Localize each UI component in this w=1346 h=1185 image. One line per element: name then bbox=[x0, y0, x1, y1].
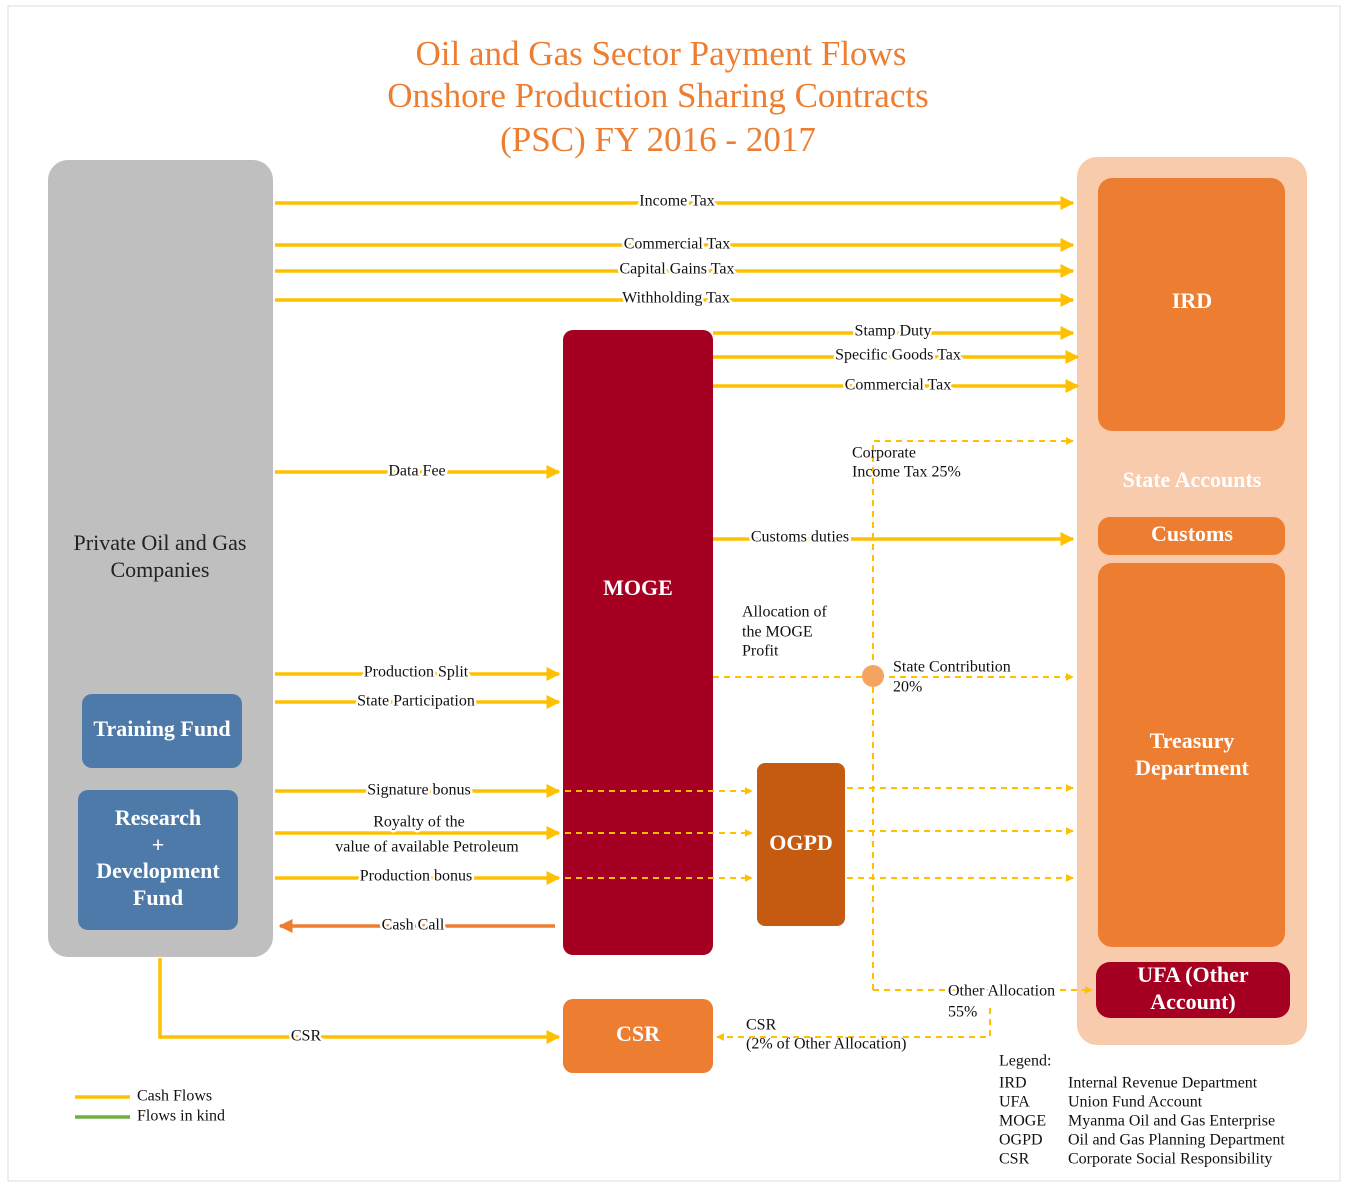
legend-label: Flows in kind bbox=[137, 1108, 225, 1125]
flow-label: Production bonus bbox=[360, 868, 472, 885]
node-label: IRD bbox=[1172, 288, 1212, 313]
flow-label: Royalty of the bbox=[373, 814, 465, 831]
flow-label: CSR bbox=[746, 1017, 777, 1034]
treasury-box bbox=[1098, 563, 1285, 947]
flow-label: Income Tax 25% bbox=[852, 464, 961, 481]
legend-term: Union Fund Account bbox=[1068, 1094, 1203, 1111]
legend-term: Internal Revenue Department bbox=[1068, 1075, 1258, 1092]
legend-term: OGPD bbox=[999, 1132, 1043, 1149]
flow-label: State Contribution bbox=[893, 659, 1011, 676]
csr-box bbox=[563, 999, 713, 1073]
legend-term: UFA bbox=[999, 1094, 1030, 1111]
flow-label: State Participation bbox=[357, 693, 475, 710]
legend-term: Oil and Gas Planning Department bbox=[1068, 1132, 1285, 1149]
moge-box bbox=[563, 330, 713, 955]
flow-line bbox=[158, 958, 561, 1044]
flow-label: Specific Goods Tax bbox=[835, 347, 961, 364]
node-label: Development bbox=[96, 858, 220, 883]
legend-terms: IRD Internal Revenue Department UFA Union F… bbox=[999, 1075, 1285, 1168]
legend-label: Cash Flows bbox=[137, 1088, 212, 1105]
flow-label: 20% bbox=[893, 679, 922, 696]
legend-term: MOGE bbox=[999, 1113, 1046, 1130]
flow-label: the MOGE bbox=[742, 624, 813, 641]
flow-label: Cash Call bbox=[382, 917, 445, 934]
flow-label: Signature bonus bbox=[367, 782, 471, 799]
title-line: Onshore Production Sharing Contracts bbox=[387, 76, 928, 115]
node-label: OGPD bbox=[769, 830, 833, 855]
legend-term: Corporate Social Responsibility bbox=[1068, 1151, 1272, 1168]
flow-label: CSR bbox=[291, 1028, 322, 1045]
legend-term: Myanma Oil and Gas Enterprise bbox=[1068, 1113, 1275, 1130]
ogpd-box bbox=[757, 763, 845, 926]
training-fund-box bbox=[82, 694, 242, 768]
node-label: Research bbox=[115, 805, 201, 830]
flow-label: Capital Gains Tax bbox=[619, 261, 734, 278]
split-node bbox=[862, 665, 884, 687]
flow-label: (2% of Other Allocation) bbox=[746, 1036, 906, 1053]
flow-label: Withholding Tax bbox=[622, 290, 730, 307]
node-label: Treasury bbox=[1150, 728, 1235, 753]
flow-label: Commercial Tax bbox=[624, 236, 731, 253]
flow-label: Customs duties bbox=[751, 529, 849, 546]
flow-label: value of available Petroleum bbox=[335, 839, 519, 856]
flow-label: Allocation of bbox=[742, 604, 828, 621]
node-label: CSR bbox=[616, 1021, 661, 1046]
flow-label: 55% bbox=[948, 1004, 977, 1021]
dashed-flow bbox=[872, 437, 1074, 990]
title: Oil and Gas Sector Payment Flows Onshore… bbox=[387, 34, 928, 159]
node-label: Account) bbox=[1150, 989, 1236, 1014]
node-label: Department bbox=[1135, 755, 1249, 780]
ufa-box bbox=[1096, 962, 1290, 1018]
legend-term: IRD bbox=[999, 1075, 1027, 1092]
legend-term: CSR bbox=[999, 1151, 1030, 1168]
flow-label: Corporate bbox=[852, 445, 916, 462]
flow-label: Income Tax bbox=[639, 193, 714, 210]
ird-box bbox=[1098, 178, 1285, 431]
node-label: Companies bbox=[111, 557, 210, 582]
node-label: Private Oil and Gas bbox=[74, 530, 247, 555]
node-label: Fund bbox=[133, 885, 183, 910]
flow-label: Production Split bbox=[364, 664, 469, 681]
rd-fund-box bbox=[78, 790, 238, 930]
node-label: State Accounts bbox=[1123, 467, 1262, 492]
flow-label: Commercial Tax bbox=[845, 377, 952, 394]
title-line: (PSC) FY 2016 - 2017 bbox=[500, 120, 816, 159]
flow-label: Other Allocation bbox=[948, 983, 1055, 1000]
dashed-flow bbox=[716, 1008, 991, 1041]
flow-label: Profit bbox=[742, 643, 779, 660]
legend-heading: Legend: bbox=[999, 1053, 1051, 1070]
node-label: Customs bbox=[1151, 521, 1233, 546]
flow-label: Data Fee bbox=[388, 463, 445, 480]
flow-label: Stamp Duty bbox=[855, 323, 932, 340]
node-label: MOGE bbox=[603, 575, 673, 600]
node-label: UFA (Other bbox=[1137, 962, 1249, 987]
node-label: + bbox=[152, 832, 165, 857]
customs-box bbox=[1098, 517, 1285, 555]
node-label: Training Fund bbox=[93, 716, 230, 741]
flows bbox=[158, 196, 1093, 1044]
legend: Cash Flows Flows in kind Legend: bbox=[75, 1053, 1051, 1125]
title-line: Oil and Gas Sector Payment Flows bbox=[416, 34, 907, 73]
